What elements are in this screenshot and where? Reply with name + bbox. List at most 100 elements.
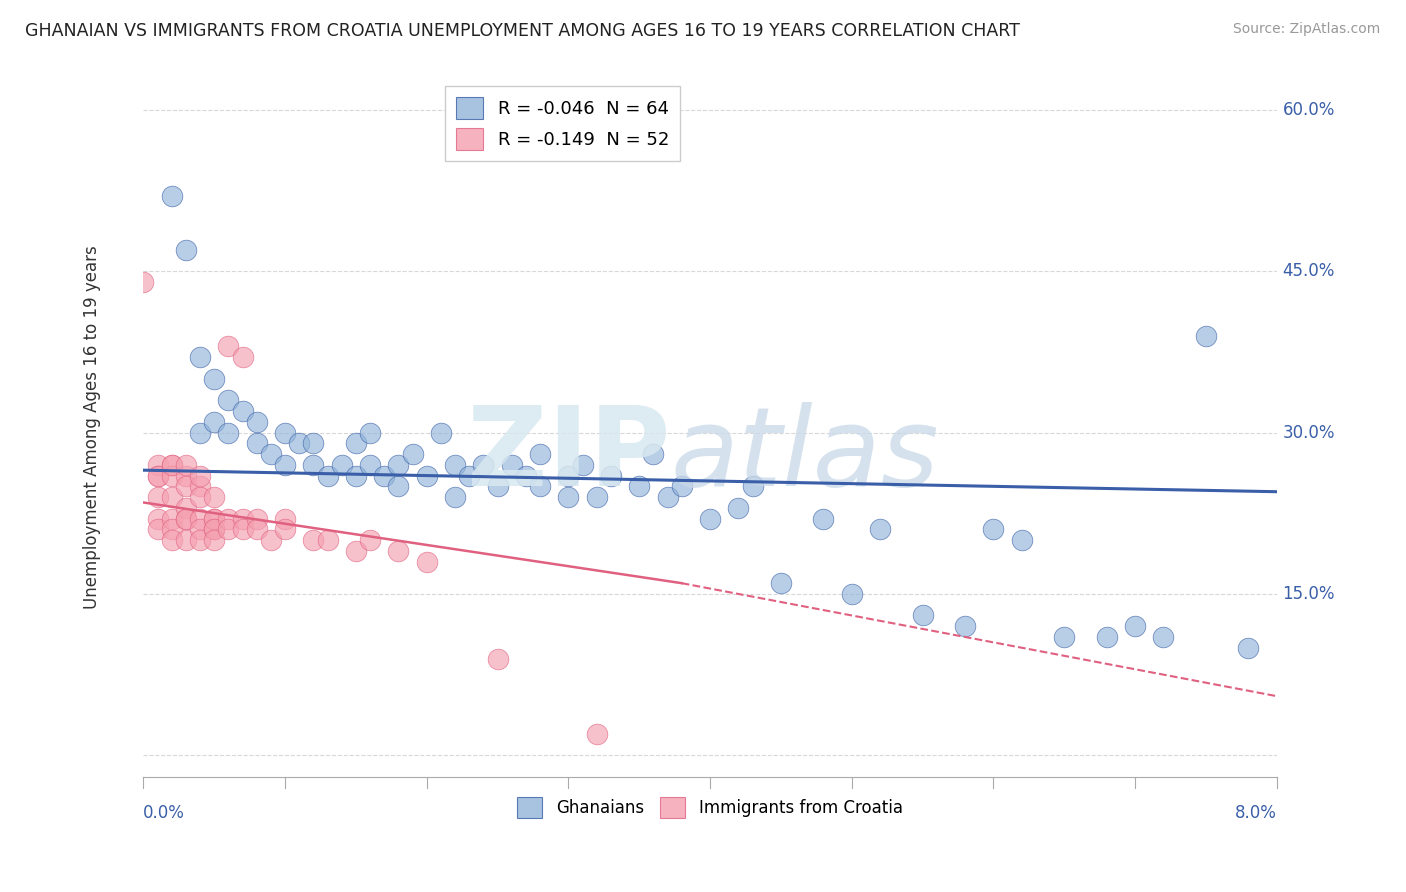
- Point: [699, 511, 721, 525]
- Legend: Ghanaians, Immigrants from Croatia: Ghanaians, Immigrants from Croatia: [510, 791, 910, 824]
- Point: [146, 458, 169, 472]
- Point: [188, 468, 211, 483]
- Point: [146, 468, 169, 483]
- Point: [515, 468, 537, 483]
- Point: [146, 511, 169, 525]
- Point: [529, 479, 551, 493]
- Point: [174, 511, 197, 525]
- Point: [401, 447, 423, 461]
- Point: [741, 479, 763, 493]
- Point: [246, 415, 269, 429]
- Point: [231, 404, 253, 418]
- Point: [160, 522, 183, 536]
- Point: [188, 533, 211, 548]
- Point: [585, 727, 607, 741]
- Point: [585, 490, 607, 504]
- Point: [174, 479, 197, 493]
- Point: [202, 372, 225, 386]
- Point: [160, 468, 183, 483]
- Point: [557, 468, 579, 483]
- Point: [1095, 630, 1118, 644]
- Point: [146, 490, 169, 504]
- Point: [188, 522, 211, 536]
- Text: 15.0%: 15.0%: [1282, 585, 1334, 603]
- Point: [316, 468, 339, 483]
- Point: [529, 447, 551, 461]
- Point: [202, 522, 225, 536]
- Point: [415, 555, 437, 569]
- Point: [302, 436, 325, 450]
- Point: [288, 436, 311, 450]
- Point: [217, 425, 239, 440]
- Text: GHANAIAN VS IMMIGRANTS FROM CROATIA UNEMPLOYMENT AMONG AGES 16 TO 19 YEARS CORRE: GHANAIAN VS IMMIGRANTS FROM CROATIA UNEM…: [25, 22, 1021, 40]
- Point: [415, 468, 437, 483]
- Point: [330, 458, 353, 472]
- Point: [274, 458, 297, 472]
- Point: [202, 533, 225, 548]
- Point: [430, 425, 453, 440]
- Point: [657, 490, 679, 504]
- Point: [160, 533, 183, 548]
- Point: [869, 522, 891, 536]
- Point: [174, 511, 197, 525]
- Point: [1195, 328, 1218, 343]
- Point: [501, 458, 523, 472]
- Point: [217, 522, 239, 536]
- Point: [260, 533, 283, 548]
- Point: [202, 490, 225, 504]
- Point: [557, 490, 579, 504]
- Text: 0.0%: 0.0%: [143, 804, 186, 822]
- Point: [188, 490, 211, 504]
- Point: [387, 458, 409, 472]
- Point: [217, 393, 239, 408]
- Point: [571, 458, 593, 472]
- Point: [132, 275, 155, 289]
- Point: [160, 189, 183, 203]
- Point: [1053, 630, 1076, 644]
- Text: ZIP: ZIP: [467, 401, 671, 508]
- Text: 60.0%: 60.0%: [1282, 101, 1334, 119]
- Point: [387, 479, 409, 493]
- Point: [316, 533, 339, 548]
- Point: [727, 500, 749, 515]
- Point: [458, 468, 481, 483]
- Point: [643, 447, 665, 461]
- Point: [202, 511, 225, 525]
- Point: [202, 415, 225, 429]
- Point: [146, 468, 169, 483]
- Point: [911, 608, 934, 623]
- Point: [188, 511, 211, 525]
- Point: [628, 479, 651, 493]
- Text: atlas: atlas: [671, 401, 939, 508]
- Point: [359, 533, 381, 548]
- Point: [486, 651, 509, 665]
- Point: [231, 511, 253, 525]
- Point: [344, 468, 367, 483]
- Point: [174, 500, 197, 515]
- Point: [769, 576, 792, 591]
- Point: [671, 479, 693, 493]
- Point: [217, 511, 239, 525]
- Text: 30.0%: 30.0%: [1282, 424, 1334, 442]
- Point: [246, 522, 269, 536]
- Point: [344, 544, 367, 558]
- Text: Source: ZipAtlas.com: Source: ZipAtlas.com: [1233, 22, 1381, 37]
- Point: [160, 511, 183, 525]
- Point: [231, 522, 253, 536]
- Point: [246, 511, 269, 525]
- Point: [260, 447, 283, 461]
- Point: [202, 522, 225, 536]
- Point: [1011, 533, 1033, 548]
- Point: [359, 425, 381, 440]
- Point: [599, 468, 621, 483]
- Point: [387, 544, 409, 558]
- Text: 8.0%: 8.0%: [1234, 804, 1277, 822]
- Point: [174, 243, 197, 257]
- Point: [188, 350, 211, 364]
- Point: [344, 436, 367, 450]
- Point: [217, 339, 239, 353]
- Point: [953, 619, 976, 633]
- Point: [231, 350, 253, 364]
- Point: [174, 468, 197, 483]
- Text: 45.0%: 45.0%: [1282, 262, 1334, 280]
